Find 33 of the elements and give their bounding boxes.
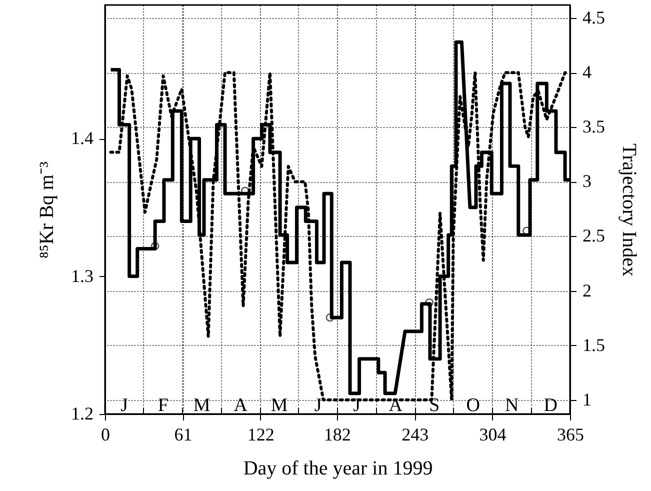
x-tick-label: 182 bbox=[324, 424, 351, 444]
point bbox=[425, 298, 434, 307]
annotation: M bbox=[193, 395, 210, 416]
y2-tick-label: 4.5 bbox=[582, 8, 605, 28]
y2-tick-label: 3 bbox=[582, 171, 592, 192]
y2-tick-label: 1 bbox=[582, 389, 592, 410]
y-tick-label: 1.4 bbox=[71, 128, 94, 148]
x-tick-label: 365 bbox=[557, 424, 584, 444]
x-tick-label: 122 bbox=[247, 424, 274, 444]
y2-tick-label: 3.5 bbox=[582, 116, 605, 137]
x-tick-label: 0 bbox=[101, 424, 110, 444]
y2-tick-label: 1.5 bbox=[582, 334, 605, 355]
point bbox=[326, 313, 334, 322]
x-tick-label: 243 bbox=[402, 424, 429, 444]
y2-axis-title: Trajectory Index bbox=[618, 143, 640, 277]
annotation: M bbox=[270, 395, 288, 416]
annotation: J bbox=[120, 395, 128, 416]
y-axis-title: ⁸⁵Kr Bq m⁻³ bbox=[36, 162, 58, 258]
y2-tick-label: 2.5 bbox=[582, 226, 605, 246]
x-tick-label: 61 bbox=[174, 424, 192, 444]
x-tick-label: 304 bbox=[479, 424, 506, 444]
y-tick-label: 1.3 bbox=[71, 266, 94, 286]
y2-tick-label: 4 bbox=[582, 62, 592, 82]
annotation: D bbox=[544, 395, 558, 416]
annotation: F bbox=[158, 395, 168, 416]
y2-tick-label: 2 bbox=[582, 280, 592, 300]
annotation: N bbox=[505, 395, 520, 416]
annotation: A bbox=[234, 395, 248, 416]
y-tick-label: 1.2 bbox=[71, 404, 94, 424]
point bbox=[150, 242, 160, 250]
annotation: O bbox=[466, 395, 480, 416]
annotation: J bbox=[314, 395, 322, 416]
x-axis-title: Day of the year in 1999 bbox=[243, 458, 433, 480]
